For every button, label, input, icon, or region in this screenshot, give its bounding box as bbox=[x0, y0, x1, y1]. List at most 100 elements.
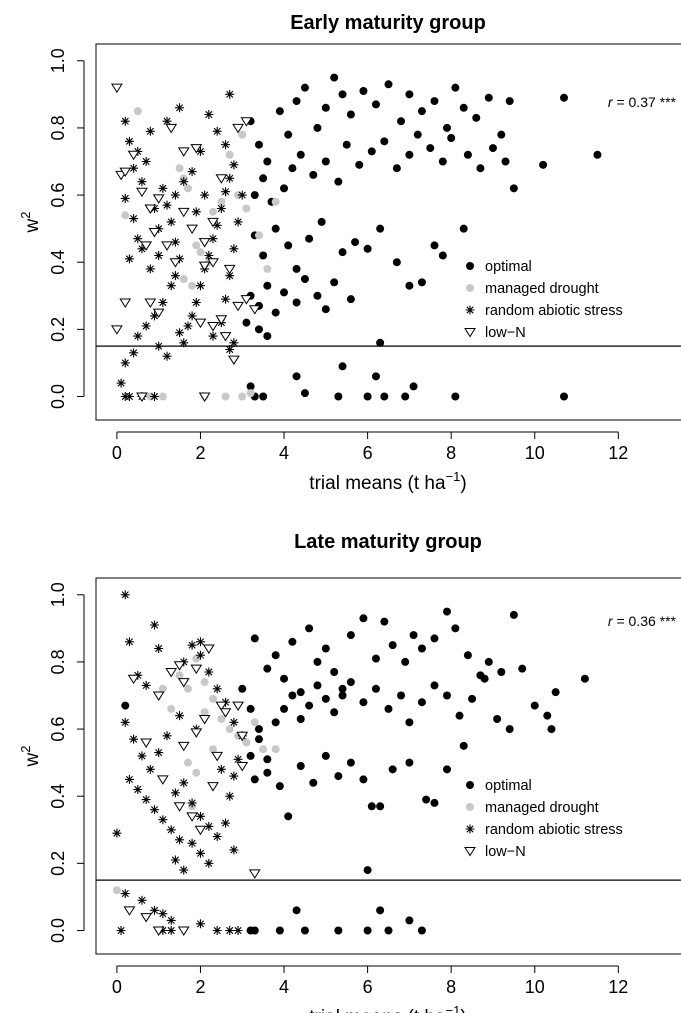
data-point bbox=[133, 785, 143, 794]
data-point bbox=[468, 694, 477, 703]
data-point bbox=[296, 762, 305, 770]
y-tick-label: 0.2 bbox=[48, 317, 68, 342]
data-point bbox=[187, 838, 197, 848]
x-tick-label: 8 bbox=[446, 977, 456, 997]
correlation-value: = 0.37 *** bbox=[613, 94, 677, 110]
data-point bbox=[346, 110, 355, 119]
y-axis-label: w2 bbox=[18, 212, 43, 234]
x-axis-label-main: trial means (t ha bbox=[309, 473, 446, 494]
data-point bbox=[451, 392, 460, 401]
data-point bbox=[384, 926, 393, 935]
data-point bbox=[145, 764, 155, 774]
x-axis-label: trial means (t ha−1) bbox=[309, 469, 466, 494]
data-point bbox=[417, 107, 426, 116]
data-point bbox=[321, 305, 330, 314]
data-point bbox=[430, 97, 439, 106]
data-point bbox=[198, 238, 211, 248]
data-point bbox=[119, 167, 132, 178]
data-point bbox=[288, 637, 297, 646]
data-point bbox=[459, 741, 468, 750]
x-axis-label-sup: −1 bbox=[446, 469, 461, 484]
legend-label: random abiotic stress bbox=[485, 303, 623, 319]
data-point bbox=[152, 691, 165, 701]
data-point bbox=[363, 392, 372, 401]
series-4 bbox=[110, 83, 261, 402]
series-3 bbox=[112, 590, 247, 935]
data-point bbox=[401, 392, 410, 401]
data-point bbox=[169, 258, 182, 268]
data-point bbox=[207, 782, 219, 792]
data-point bbox=[162, 351, 172, 361]
data-point bbox=[200, 678, 209, 687]
data-point bbox=[225, 173, 235, 183]
data-point bbox=[175, 671, 184, 680]
data-point bbox=[363, 866, 372, 875]
data-point bbox=[124, 774, 134, 784]
data-point bbox=[551, 688, 560, 697]
data-point bbox=[543, 711, 552, 720]
data-point bbox=[376, 906, 385, 915]
data-point bbox=[207, 322, 219, 332]
data-point bbox=[183, 321, 193, 331]
data-point bbox=[215, 174, 228, 184]
data-point bbox=[501, 157, 510, 166]
data-point bbox=[271, 197, 280, 206]
data-point bbox=[480, 674, 489, 683]
data-point bbox=[376, 338, 385, 347]
data-point bbox=[313, 657, 322, 666]
data-point bbox=[438, 157, 447, 166]
data-point bbox=[321, 644, 330, 653]
data-point bbox=[156, 775, 169, 785]
data-point bbox=[300, 275, 309, 283]
data-point bbox=[145, 126, 155, 136]
data-point bbox=[112, 886, 121, 895]
x-axis-label-sup: −1 bbox=[446, 1003, 461, 1013]
data-point bbox=[229, 338, 239, 348]
data-point bbox=[472, 113, 481, 122]
data-point bbox=[221, 392, 230, 401]
data-point bbox=[292, 97, 301, 106]
data-point bbox=[187, 311, 197, 321]
data-point bbox=[192, 768, 201, 777]
data-point bbox=[292, 298, 301, 307]
plot-frame bbox=[95, 43, 681, 421]
data-point bbox=[129, 214, 139, 224]
data-point bbox=[129, 348, 139, 358]
data-point bbox=[246, 704, 255, 713]
data-point bbox=[237, 190, 247, 200]
data-point bbox=[254, 325, 263, 334]
chart-title: Late maturity group bbox=[294, 531, 482, 553]
correlation-annotation: r = 0.36 *** bbox=[608, 613, 677, 629]
data-point bbox=[219, 708, 232, 718]
data-point bbox=[124, 136, 134, 146]
data-point bbox=[397, 691, 406, 700]
data-point bbox=[221, 818, 231, 828]
data-point bbox=[284, 130, 293, 139]
data-point bbox=[363, 926, 372, 935]
data-point bbox=[192, 654, 201, 663]
data-point bbox=[263, 768, 272, 777]
data-point bbox=[195, 919, 205, 929]
data-point bbox=[417, 926, 426, 935]
data-point bbox=[162, 116, 172, 126]
data-point bbox=[173, 802, 186, 812]
data-point bbox=[300, 926, 309, 935]
data-point bbox=[313, 681, 322, 690]
x-tick-label: 8 bbox=[446, 443, 456, 463]
legend-label: random abiotic stress bbox=[485, 822, 623, 838]
data-point bbox=[334, 177, 343, 186]
data-point bbox=[179, 778, 189, 788]
data-point bbox=[338, 691, 347, 700]
legend-marker bbox=[466, 781, 474, 789]
y-tick-label: 0.0 bbox=[48, 918, 68, 943]
data-point bbox=[196, 248, 205, 257]
data-point bbox=[173, 661, 186, 671]
data-point bbox=[225, 926, 235, 935]
data-point bbox=[240, 117, 253, 127]
data-point bbox=[200, 190, 210, 200]
data-point bbox=[376, 224, 385, 233]
data-point bbox=[150, 392, 159, 401]
legend-marker bbox=[466, 803, 474, 811]
data-point bbox=[175, 835, 185, 845]
data-point bbox=[190, 728, 203, 738]
